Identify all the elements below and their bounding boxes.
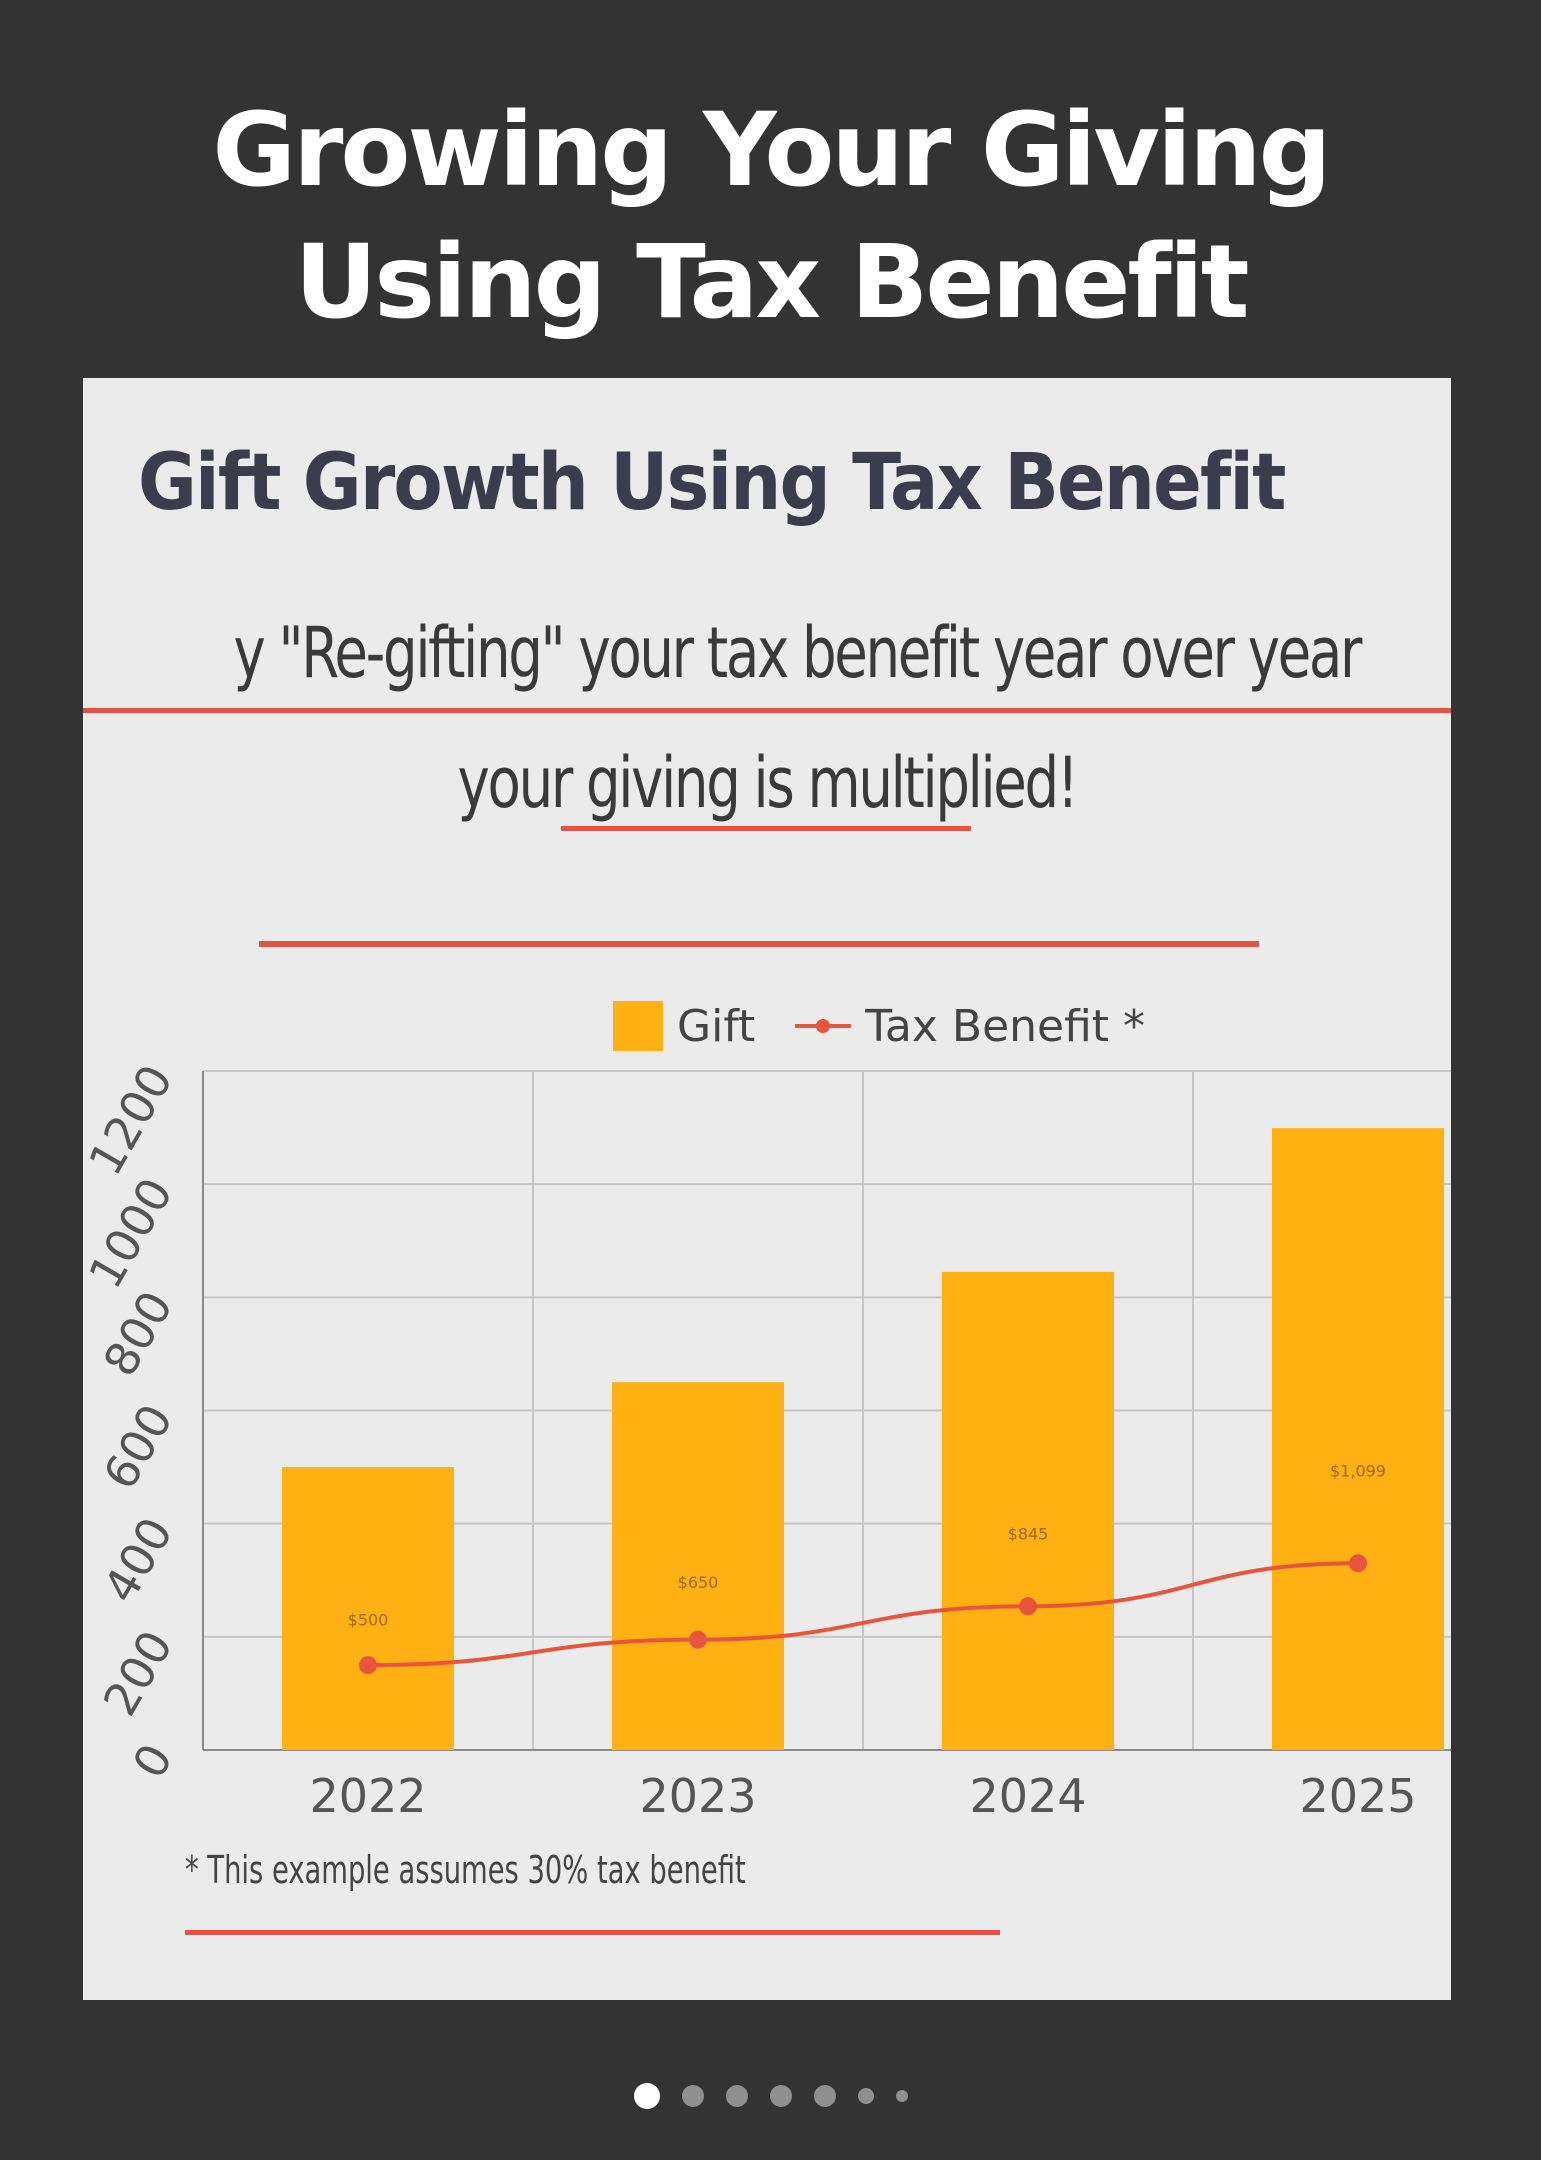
carousel-dot-2[interactable] <box>681 2085 704 2107</box>
bar-gift-2022 <box>282 1467 454 1750</box>
carousel-dot-7[interactable] <box>895 2090 908 2102</box>
slide-card: Gift Growth Using Tax Benefit y "Re-gift… <box>83 378 1451 2000</box>
slide-title: Gift Growth Using Tax Benefit <box>138 438 1286 528</box>
y-tick-label-6: 1200 <box>83 1056 183 1184</box>
legend-gift-label: Gift <box>677 1000 756 1052</box>
page-title-line-1: Growing Your Giving <box>212 91 1331 210</box>
bar-gift-2024 <box>942 1271 1114 1750</box>
bar-data-label-2022: $500 <box>348 1611 389 1630</box>
page-title-line-2: Using Tax Benefit <box>294 223 1249 342</box>
tax-benefit-point-2025 <box>1349 1554 1367 1573</box>
slide-subtitle-line-1: y "Re-gifting" your tax benefit year ove… <box>233 612 1362 694</box>
bar-data-label-2024: $845 <box>1008 1525 1049 1544</box>
page-title: Growing Your Giving Using Tax Benefit <box>0 85 1541 349</box>
tax-benefit-point-2024 <box>1019 1597 1037 1616</box>
tax-benefit-point-2022 <box>359 1656 377 1675</box>
chart-footnote: * This example assumes 30% tax benefit <box>185 1848 746 1892</box>
tax-benefit-line <box>367 1561 1359 1668</box>
x-tick-label-2022: 2022 <box>309 1769 426 1823</box>
legend-tax-benefit-marker <box>795 1019 852 1033</box>
y-tick-label-2: 400 <box>93 1508 184 1611</box>
tax-benefit-point-2023 <box>689 1630 707 1649</box>
x-tick-label-2024: 2024 <box>969 1769 1086 1823</box>
bar-data-label-2023: $650 <box>678 1573 719 1592</box>
y-tick-label-1: 200 <box>93 1622 184 1725</box>
y-tick-label-4: 800 <box>93 1282 184 1385</box>
carousel-dot-4[interactable] <box>769 2085 792 2107</box>
carousel-dot-6[interactable] <box>857 2088 874 2104</box>
carousel-dot-3[interactable] <box>725 2085 748 2107</box>
x-tick-label-2023: 2023 <box>639 1769 756 1823</box>
chart-legend: Gift Tax Benefit * <box>613 998 1145 1054</box>
carousel-dots <box>0 2083 1541 2109</box>
y-tick-label-3: 600 <box>93 1395 184 1498</box>
subtitle-underline-2 <box>561 826 971 831</box>
footnote-underline <box>185 1930 1000 1935</box>
bar-gift-2023 <box>612 1382 784 1750</box>
bar-gift-2025 <box>1272 1128 1444 1750</box>
legend-tax-benefit-label: Tax Benefit * <box>865 1000 1146 1052</box>
legend-gift-swatch <box>613 1001 663 1051</box>
slide-subtitle-line-2: your giving is multiplied! <box>457 742 1079 824</box>
x-tick-label-2025: 2025 <box>1299 1769 1416 1823</box>
subtitle-underline-1 <box>83 708 1451 713</box>
bar-data-label-2025: $1,099 <box>1330 1461 1386 1480</box>
y-tick-label-5: 1000 <box>83 1169 183 1297</box>
carousel-dot-5[interactable] <box>813 2085 836 2107</box>
divider-rule <box>259 941 1259 947</box>
y-tick-label-0: 0 <box>122 1735 183 1787</box>
carousel-dot-1[interactable] <box>633 2083 660 2109</box>
